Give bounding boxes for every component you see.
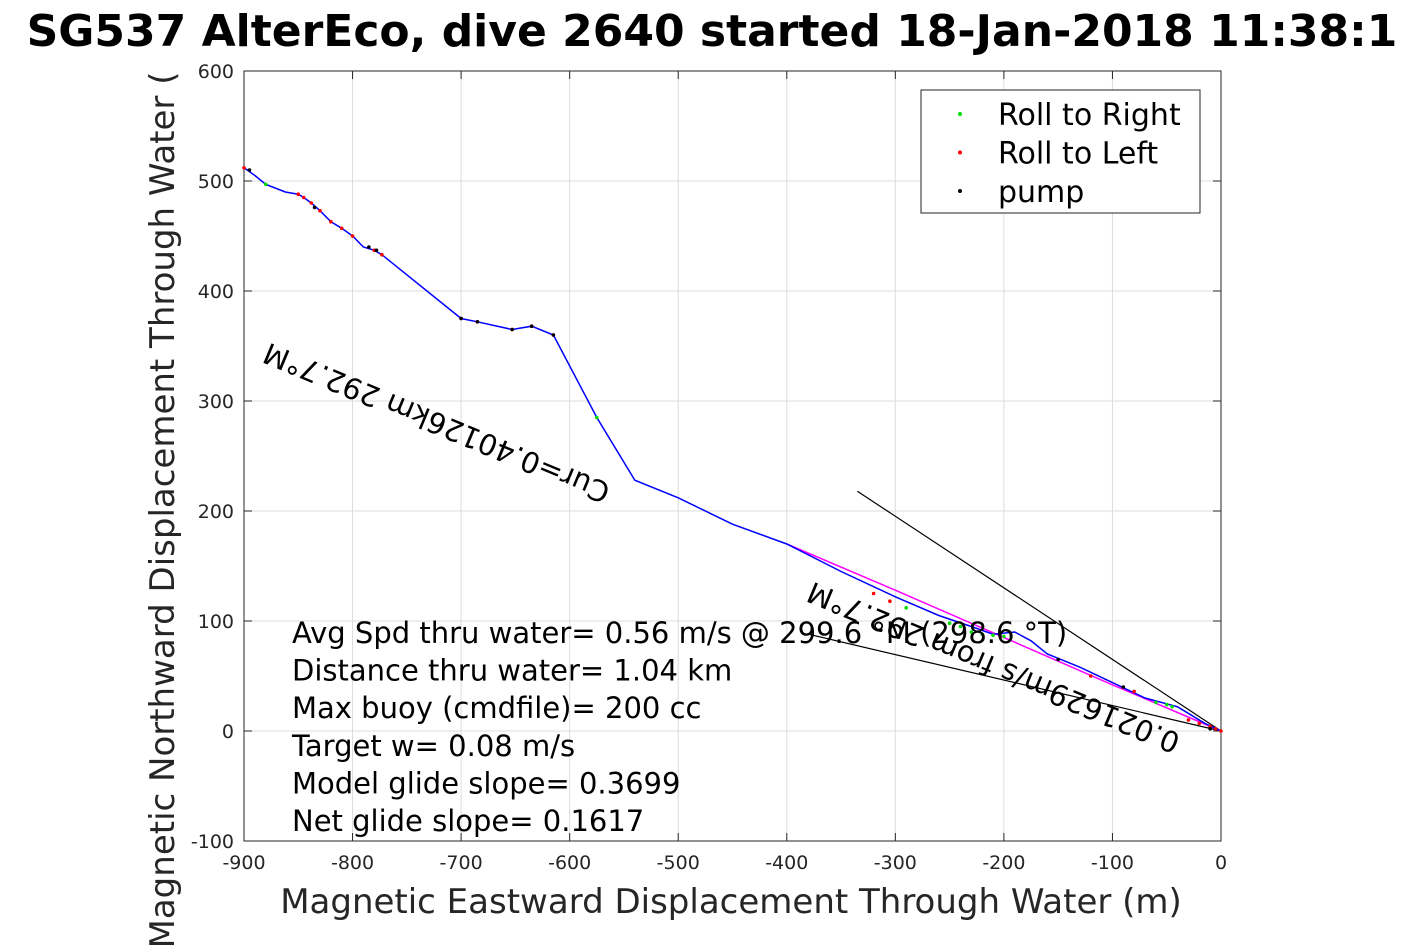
rotated-annotation: 0.021629m/s from 292.7°M [802, 575, 1184, 760]
roll-right-point [1154, 700, 1158, 705]
roll-left-point [888, 599, 892, 603]
roll-left-point [1088, 674, 1093, 678]
x-tick-label: -900 [222, 852, 265, 874]
y-tick-label: 300 [198, 391, 234, 413]
legend-label: Roll to Right [998, 98, 1181, 133]
stat-annotation: Net glide slope= 0.1617 [292, 804, 644, 838]
y-tick-label: 400 [198, 281, 234, 303]
roll-left-point [350, 234, 355, 238]
stat-annotation: Avg Spd thru water= 0.56 m/s @ 299.6 °M … [292, 616, 1067, 650]
y-axis-ticks: -100 0 100 200 300 400 500 600 [191, 61, 1221, 853]
roll-left-point [301, 195, 306, 200]
pump-point [529, 324, 534, 329]
plot-frame [243, 70, 1222, 842]
x-tick-label: -700 [440, 852, 483, 874]
stat-annotation: Max buoy (cmdfile)= 200 cc [292, 691, 701, 725]
pump-point [551, 333, 556, 337]
roll-left-point [1213, 727, 1218, 731]
x-axis-ticks: -900 -800 -700 -600 -500 -400 -300 -200 -100 0 [222, 71, 1227, 874]
pump-point [475, 320, 480, 324]
roll-left-point [296, 192, 301, 196]
roll-right-point [263, 182, 268, 187]
pump-point [312, 205, 317, 210]
legend-marker [958, 150, 962, 155]
roll-right-point [1170, 705, 1174, 709]
direction-lines [808, 490, 1222, 732]
roll-left-point [242, 166, 246, 170]
x-axis-label: Magnetic Eastward Displacement Through W… [280, 882, 1182, 922]
x-tick-label: -200 [982, 852, 1025, 874]
pump-point [367, 245, 371, 249]
stats-annotations: Avg Spd thru water= 0.56 m/s @ 299.6 °M … [291, 616, 1067, 838]
legend-marker [958, 112, 962, 116]
roll-right-point [980, 632, 984, 636]
roll-left-point [1219, 729, 1223, 733]
stat-annotation: Target w= 0.08 m/s [291, 729, 575, 763]
x-tick-label: -500 [657, 852, 700, 874]
roll-left-point [309, 201, 314, 205]
roll-left-point [318, 208, 322, 213]
legend-box [920, 89, 1201, 214]
pump-point [510, 327, 514, 332]
roll-right-point [991, 633, 995, 638]
x-tick-label: -300 [874, 852, 917, 874]
roll-left-point [1197, 721, 1202, 726]
roll-right-point [947, 621, 952, 625]
data-points [242, 166, 1223, 733]
pump-point [247, 168, 252, 172]
pump-point [459, 316, 463, 321]
pump-point [1056, 657, 1060, 662]
roll-right-point [1164, 702, 1169, 707]
roll-left-point [329, 219, 333, 224]
rotated-annotation: Cur=0.40126km 292.7°M [259, 336, 615, 510]
x-tick-label: 0 [1215, 852, 1227, 874]
roll-right-point [1002, 634, 1006, 639]
stat-annotation: Model glide slope= 0.3699 [292, 766, 680, 800]
y-tick-label: 100 [198, 611, 234, 633]
roll-left-point [339, 226, 344, 231]
x-tick-label: -600 [548, 852, 591, 874]
y-tick-label: 200 [198, 501, 234, 523]
roll-left-point [871, 591, 876, 596]
direction-line [808, 633, 1222, 732]
stat-annotation: Distance thru water= 1.04 km [292, 654, 732, 688]
direction-line [857, 490, 1222, 732]
roll-right-point [958, 624, 963, 629]
legend-marker [958, 189, 962, 193]
x-tick-label: -800 [331, 852, 374, 874]
pump-point [1121, 685, 1126, 689]
roll-right-point [595, 415, 599, 420]
roll-right-point [904, 606, 908, 610]
y-tick-label: 600 [198, 61, 234, 83]
legend-label: pump [998, 175, 1084, 210]
dive-track-line [243, 167, 1222, 732]
roll-left-point [1132, 689, 1136, 694]
legend-label: Roll to Left [998, 137, 1158, 172]
pump-point [374, 248, 379, 253]
y-tick-label: 0 [222, 721, 234, 743]
roll-right-point [969, 630, 974, 634]
roll-left-point [1186, 718, 1191, 722]
roll-left-point [380, 252, 384, 257]
y-axis-label: Magnetic Northward Displacement Through … [143, 72, 183, 945]
x-tick-label: -400 [765, 852, 808, 874]
pump-point [1208, 727, 1212, 731]
x-tick-label: -100 [1091, 852, 1134, 874]
chart-title: SG537 AlterEco, dive 2640 started 18-Jan… [27, 6, 1398, 57]
y-tick-label: 500 [198, 171, 234, 193]
y-tick-label: -100 [191, 831, 234, 853]
